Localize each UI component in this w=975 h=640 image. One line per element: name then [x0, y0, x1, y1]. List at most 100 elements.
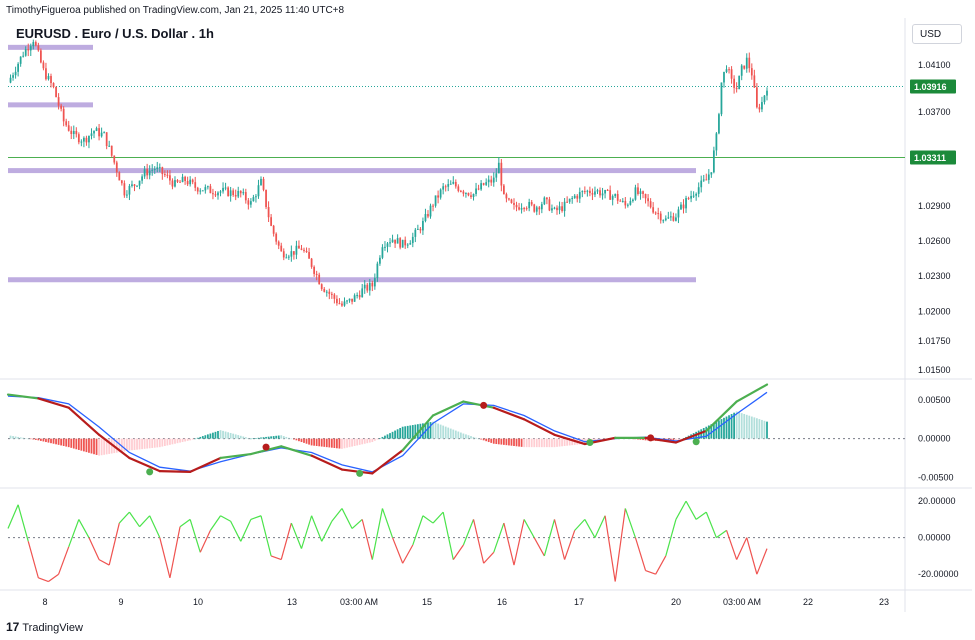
macd-histogram-bar [447, 427, 450, 439]
candle-body [52, 83, 55, 87]
macd-histogram-bar [128, 438, 131, 451]
level-price-tag [910, 150, 956, 165]
candle-body [454, 181, 457, 187]
macd-histogram-bar [642, 438, 644, 441]
candle-body [725, 69, 728, 72]
candle-body [609, 190, 612, 200]
macd-histogram-bar [406, 425, 409, 439]
macd-histogram-bar [194, 438, 197, 440]
candle-body [189, 179, 192, 185]
macd-histogram-bar [249, 438, 252, 440]
candle-body [561, 206, 563, 212]
candle-body [599, 190, 601, 196]
candle-body [156, 167, 159, 170]
osc-tick-label: -20.00000 [918, 569, 959, 579]
macd-histogram-bar [77, 438, 80, 450]
osc-line-segment [108, 522, 120, 566]
macd-histogram-bar [467, 435, 470, 439]
price-panel[interactable]: 1.04100 1.03700 1.02900 1.02600 1.02300 1.020… [8, 39, 956, 376]
candle-body [432, 205, 434, 207]
macd-histogram-bar [556, 438, 558, 447]
candle-body [591, 193, 594, 195]
macd-histogram-bar [634, 438, 637, 440]
macd-histogram-bar [67, 438, 70, 448]
macd-histogram-bar [543, 438, 546, 448]
candle-body [439, 189, 442, 198]
candle-body [217, 192, 219, 196]
macd-histogram-bar [715, 421, 718, 439]
candle-body [470, 195, 472, 197]
macd-histogram-bar [485, 438, 488, 442]
time-tick-label: 10 [193, 597, 203, 607]
candle-body [336, 298, 338, 304]
macd-histogram-bar [282, 436, 285, 439]
candle-body [313, 266, 316, 274]
macd-histogram-bar [475, 437, 477, 439]
candle-body [308, 252, 310, 259]
candle-body [745, 57, 748, 69]
support-resistance-zone-2 [8, 102, 93, 108]
candle-body [695, 193, 698, 196]
candle-body [376, 263, 379, 279]
candle-body [346, 300, 348, 302]
macd-histogram-bar [234, 434, 237, 439]
currency-button[interactable]: USD [912, 24, 962, 44]
candle-body [67, 125, 70, 131]
macd-panel[interactable]: 0.00500 0.00000 -0.00500 [6, 383, 954, 483]
candle-body [40, 50, 42, 63]
macd-histogram-bar [682, 438, 685, 439]
osc-line-segment [88, 537, 100, 560]
candle-body [191, 179, 194, 183]
macd-histogram-bar [422, 423, 424, 439]
osc-line-segment [98, 559, 110, 566]
osc-line-segment [149, 515, 161, 538]
candle-body [75, 130, 78, 135]
candle-body [386, 243, 389, 247]
time-tick-label: 20 [671, 597, 681, 607]
macd-line-segment [249, 445, 283, 456]
macd-histogram-bar [368, 438, 371, 443]
candle-body [422, 220, 424, 231]
macd-histogram-bar [692, 433, 695, 439]
macd-histogram-bar [131, 438, 133, 451]
macd-histogram-bar [644, 438, 647, 441]
candle-body [12, 75, 14, 78]
tradingview-brand[interactable]: 17 TradingView [6, 620, 83, 634]
candle-body [24, 49, 27, 56]
candle-body [735, 87, 738, 90]
macd-histogram-bar [604, 438, 606, 440]
macd-histogram-bar [315, 438, 318, 447]
candle-body [495, 173, 498, 178]
macd-histogram-bar [105, 438, 108, 455]
macd-histogram-bar [502, 438, 505, 445]
macd-histogram-bar [199, 436, 202, 439]
macd-histogram-bar [654, 438, 657, 441]
last-price-tag [910, 79, 956, 94]
macd-histogram-bar [649, 438, 652, 441]
macd-histogram-bar [733, 412, 735, 439]
macd-histogram-bar [589, 438, 591, 443]
macd-histogram-bar [599, 438, 601, 441]
macd-histogram-bar [490, 438, 493, 443]
candle-body [14, 71, 17, 76]
macd-histogram-bar [290, 438, 293, 440]
macd-histogram-bar [42, 438, 45, 442]
osc-line-segment [300, 515, 313, 549]
symbol-title[interactable]: EURUSD . Euro / U.S. Dollar . 1h [16, 26, 214, 41]
macd-line-segment [219, 452, 252, 460]
macd-histogram-bar [518, 438, 520, 447]
candle-body [502, 185, 505, 195]
candle-body [126, 194, 128, 196]
candle-body [320, 284, 323, 289]
candle-body [449, 183, 452, 185]
osc-line-segment [655, 555, 667, 575]
oscillator-panel[interactable]: 20.00000 0.00000 -20.00000 [7, 496, 959, 583]
candle-body [255, 196, 257, 198]
candle-body [571, 198, 574, 200]
candle-body [282, 251, 285, 258]
macd-histogram-bar [90, 438, 93, 454]
macd-histogram-bar [581, 438, 584, 445]
candle-body [649, 201, 652, 208]
macd-histogram-bar [110, 438, 113, 454]
candle-body [535, 207, 538, 212]
